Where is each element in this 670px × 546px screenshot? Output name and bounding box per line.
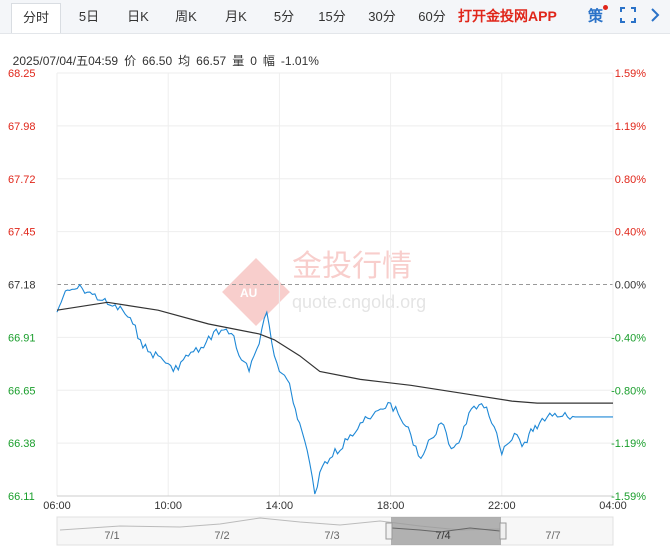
info-price-label: 价	[124, 54, 137, 68]
navigator-label-selected: 7/4	[435, 530, 450, 542]
y-tick-label: 67.72	[8, 174, 36, 186]
strategy-label: 策	[588, 8, 604, 25]
y-tick-label: 67.18	[8, 280, 36, 292]
y-axis-percent: 1.59% 1.19% 0.80% 0.40% 0.00% -0.40% -0.80% -1.…	[611, 68, 646, 503]
average-series-line	[56, 301, 613, 404]
y-axis-price: 68.25 67.98 67.72 67.45 67.18 66.91 66.65 66.38…	[8, 68, 36, 503]
y-tick-label: 66.38	[8, 438, 36, 450]
strategy-button[interactable]: 策	[588, 5, 609, 26]
intraday-chart[interactable]: AU 金投行情 quote.cngold.org 68.25 67.98 67.72…	[0, 60, 670, 546]
tab-60-min[interactable]: 60分	[418, 9, 446, 24]
notification-dot	[603, 5, 609, 10]
watermark-logo-icon	[222, 258, 290, 326]
info-price: 66.50	[142, 54, 173, 68]
y-tick-label-percent: 1.19%	[615, 121, 646, 133]
tab-daily-k[interactable]: 日K	[127, 9, 149, 24]
info-volume: 0	[250, 54, 257, 68]
period-tab-bar: 分时 5日 日K 周K 月K 5分 15分 30分 60分 打开金投网APP 策	[0, 0, 670, 34]
x-tick-label: 10:00	[154, 500, 182, 512]
series-group	[56, 283, 613, 495]
watermark: AU 金投行情 quote.cngold.org	[222, 249, 426, 326]
quote-info-bar: 2025/07/04/五04:59 价 66.50 均 66.57 量 0 幅 -1.01%	[6, 38, 325, 69]
price-series-line	[56, 283, 613, 495]
x-tick-label: 22:00	[488, 500, 516, 512]
y-tick-label-percent: -0.80%	[611, 385, 646, 397]
info-change-label: 幅	[262, 54, 275, 68]
navigator-label: 7/2	[214, 530, 229, 542]
info-change: -1.01%	[280, 54, 319, 68]
tab-15-min[interactable]: 15分	[318, 9, 346, 24]
open-app-link[interactable]: 打开金投网APP	[458, 8, 557, 24]
y-tick-label: 67.98	[8, 121, 36, 133]
navigator-right-handle[interactable]	[499, 522, 507, 540]
y-tick-label-percent: 1.59%	[615, 68, 646, 80]
tab-intraday[interactable]: 分时	[11, 3, 61, 33]
tab-5-min[interactable]: 5分	[273, 9, 295, 24]
x-tick-label: 06:00	[43, 500, 71, 512]
x-axis-time: 06:00 10:00 14:00 18:00 22:00 04:00	[43, 500, 627, 512]
tab-weekly-k[interactable]: 周K	[175, 9, 197, 24]
watermark-url: quote.cngold.org	[292, 292, 426, 312]
info-avg-label: 均	[178, 54, 191, 68]
navigator-label: 7/3	[324, 530, 339, 542]
y-tick-label-percent: 0.80%	[615, 174, 646, 186]
navigator-selection-preview	[391, 527, 501, 533]
y-tick-label-percent: -1.19%	[611, 438, 646, 450]
x-tick-label: 18:00	[377, 500, 405, 512]
tab-30-min[interactable]: 30分	[368, 9, 396, 24]
y-tick-label-percent: 0.40%	[615, 227, 646, 239]
fullscreen-icon[interactable]	[619, 6, 637, 24]
chart-canvas[interactable]: AU 金投行情 quote.cngold.org 68.25 67.98 67.72…	[0, 60, 670, 546]
navigator-track	[56, 516, 614, 546]
y-tick-label: 66.65	[8, 385, 36, 397]
tab-5-day[interactable]: 5日	[78, 9, 100, 24]
y-tick-label: 66.91	[8, 332, 36, 344]
info-volume-label: 量	[232, 54, 245, 68]
y-tick-label: 66.11	[8, 491, 35, 503]
navigator-label: 7/7	[545, 530, 560, 542]
y-tick-label: 68.25	[8, 68, 36, 80]
watermark-brand: 金投行情	[292, 249, 412, 284]
info-datetime: 2025/07/04/五04:59	[12, 54, 119, 68]
watermark-logo-icon-text: AU	[240, 286, 257, 300]
info-avg: 66.57	[196, 54, 227, 68]
navigator-label: 7/1	[104, 530, 119, 542]
navigator-left-handle[interactable]	[385, 522, 393, 540]
time-navigator[interactable]: 7/1 7/2 7/3 7/4 7/7	[56, 516, 614, 546]
y-tick-label-percent: 0.00%	[615, 280, 646, 292]
x-tick-label: 14:00	[266, 500, 294, 512]
tab-monthly-k[interactable]: 月K	[225, 9, 247, 24]
chevron-right-icon[interactable]	[648, 6, 662, 24]
x-tick-label: 04:00	[599, 500, 627, 512]
y-tick-label-percent: -0.40%	[611, 332, 646, 344]
y-tick-label-percent: -1.59%	[611, 491, 646, 503]
y-tick-label: 67.45	[8, 227, 36, 239]
